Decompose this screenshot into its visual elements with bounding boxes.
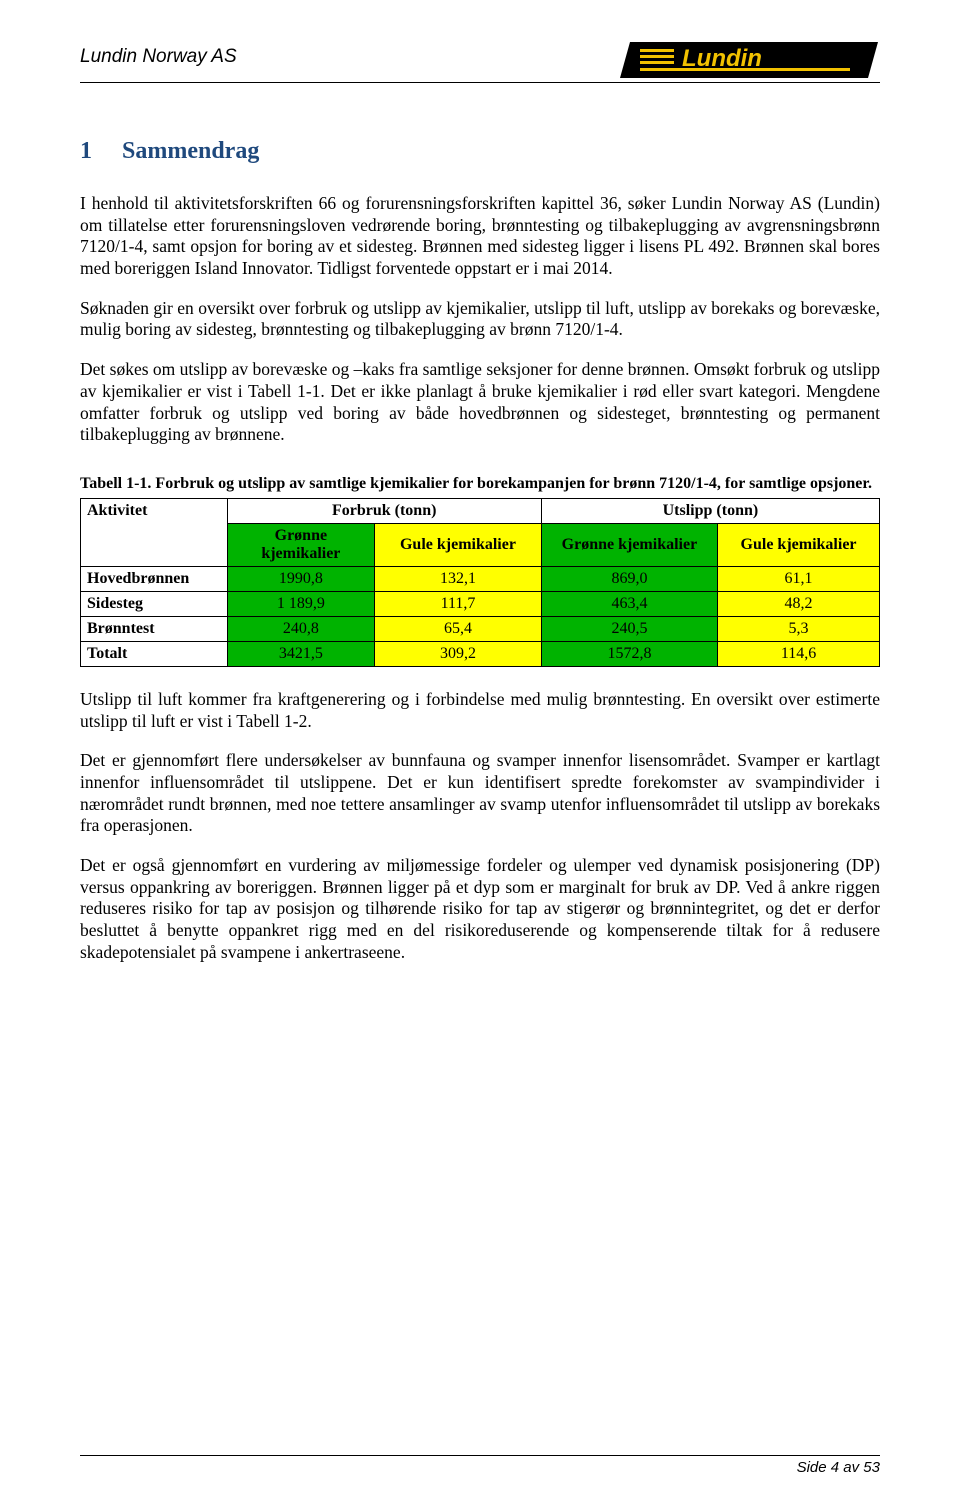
col-utslipp: Utslipp (tonn) [541, 498, 879, 523]
paragraph-2: Søknaden gir en oversikt over forbruk og… [80, 298, 880, 341]
cell: 61,1 [718, 566, 880, 591]
lundin-logo: Lundin [620, 40, 880, 80]
cell: 3421,5 [227, 641, 375, 666]
cell: 111,7 [375, 591, 542, 616]
cell: 1572,8 [541, 641, 717, 666]
section-title-text: Sammendrag [122, 138, 259, 164]
table-row: Sidesteg 1 189,9 111,7 463,4 48,2 [81, 591, 880, 616]
paragraph-1: I henhold til aktivitetsforskriften 66 o… [80, 193, 880, 280]
subhead-gule-1: Gule kjemikalier [375, 523, 542, 566]
page: Lundin Norway AS Lundin 1Sammendrag I he… [0, 0, 960, 1511]
section-heading: 1Sammendrag [80, 138, 880, 165]
paragraph-4: Utslipp til luft kommer fra kraftgenerer… [80, 689, 880, 732]
col-forbruk: Forbruk (tonn) [227, 498, 541, 523]
paragraph-6: Det er også gjennomført en vurdering av … [80, 855, 880, 963]
table-body: Hovedbrønnen 1990,8 132,1 869,0 61,1 Sid… [81, 566, 880, 666]
page-footer: Side 4 av 53 [80, 1455, 880, 1476]
row-label: Totalt [81, 641, 228, 666]
chemicals-table: Aktivitet Forbruk (tonn) Utslipp (tonn) … [80, 498, 880, 667]
table-caption: Tabell 1-1. Forbruk og utslipp av samtli… [80, 474, 880, 494]
cell: 5,3 [718, 616, 880, 641]
cell: 1990,8 [227, 566, 375, 591]
section-number: 1 [80, 138, 122, 165]
paragraph-5: Det er gjennomført flere undersøkelser a… [80, 750, 880, 837]
cell: 65,4 [375, 616, 542, 641]
row-label: Sidesteg [81, 591, 228, 616]
subhead-gronne-1: Grønne kjemikalier [227, 523, 375, 566]
page-header: Lundin Norway AS Lundin [80, 40, 880, 83]
table-header-row-1: Aktivitet Forbruk (tonn) Utslipp (tonn) [81, 498, 880, 523]
cell: 240,8 [227, 616, 375, 641]
cell: 1 189,9 [227, 591, 375, 616]
row-label: Brønntest [81, 616, 228, 641]
cell: 132,1 [375, 566, 542, 591]
col-activity: Aktivitet [81, 498, 228, 566]
table-row: Hovedbrønnen 1990,8 132,1 869,0 61,1 [81, 566, 880, 591]
header-company: Lundin Norway AS [80, 40, 237, 68]
row-label: Hovedbrønnen [81, 566, 228, 591]
cell: 309,2 [375, 641, 542, 666]
page-number: Side 4 av 53 [797, 1459, 880, 1476]
table-row: Brønntest 240,8 65,4 240,5 5,3 [81, 616, 880, 641]
subhead-gule-2: Gule kjemikalier [718, 523, 880, 566]
svg-text:Lundin: Lundin [682, 45, 762, 72]
cell: 240,5 [541, 616, 717, 641]
subhead-gronne-2: Grønne kjemikalier [541, 523, 717, 566]
table-row: Totalt 3421,5 309,2 1572,8 114,6 [81, 641, 880, 666]
paragraph-3: Det søkes om utslipp av borevæske og –ka… [80, 359, 880, 446]
cell: 463,4 [541, 591, 717, 616]
cell: 114,6 [718, 641, 880, 666]
cell: 48,2 [718, 591, 880, 616]
cell: 869,0 [541, 566, 717, 591]
